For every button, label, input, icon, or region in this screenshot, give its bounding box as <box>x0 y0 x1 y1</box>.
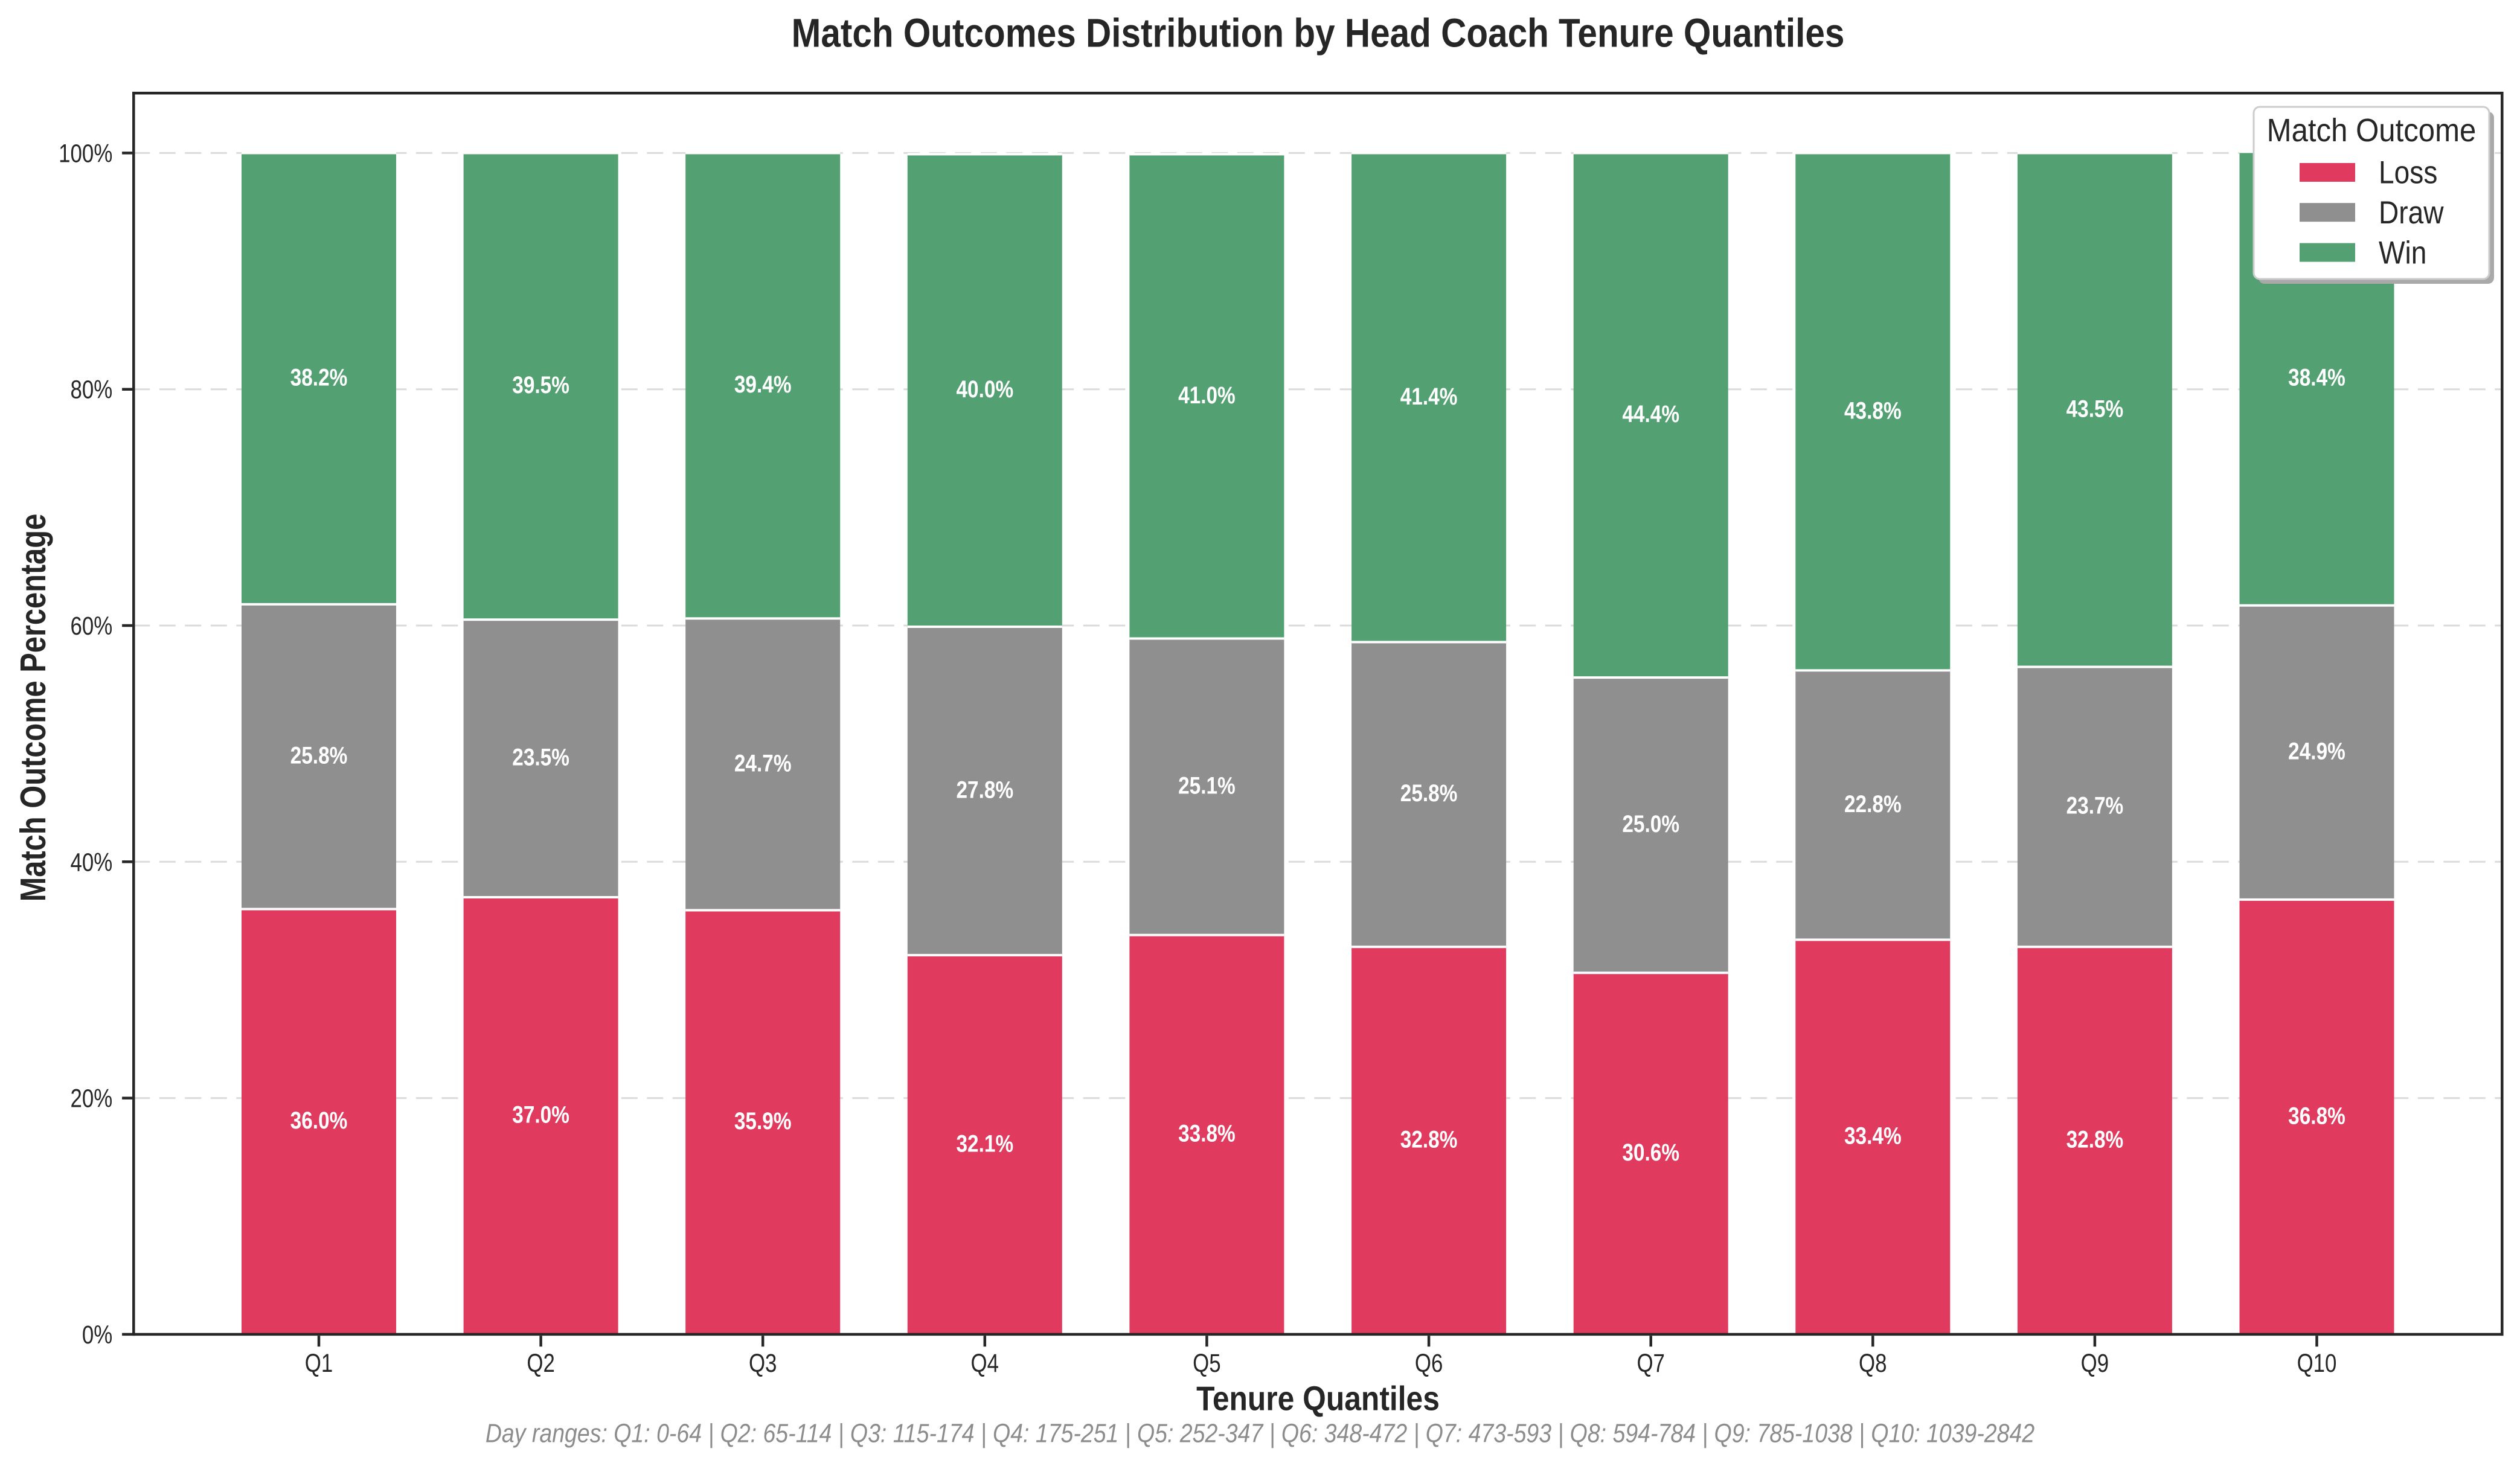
svg-text:24.9%: 24.9% <box>2288 738 2345 765</box>
svg-text:39.4%: 39.4% <box>734 371 792 398</box>
svg-text:Match Outcome Percentage: Match Outcome Percentage <box>14 514 53 901</box>
svg-text:Day ranges: Q1: 0-64 | Q2: 65-: Day ranges: Q1: 0-64 | Q2: 65-114 | Q3: … <box>486 1418 2035 1449</box>
svg-text:23.5%: 23.5% <box>512 744 569 771</box>
svg-text:43.5%: 43.5% <box>2066 395 2124 422</box>
svg-text:Q1: Q1 <box>305 1349 333 1378</box>
svg-text:44.4%: 44.4% <box>1622 400 1679 427</box>
svg-text:25.0%: 25.0% <box>1622 810 1679 837</box>
svg-text:36.8%: 36.8% <box>2288 1102 2345 1129</box>
svg-text:24.7%: 24.7% <box>734 749 792 776</box>
svg-text:80%: 80% <box>71 376 113 405</box>
svg-text:20%: 20% <box>71 1084 113 1113</box>
svg-text:100%: 100% <box>59 139 112 168</box>
svg-text:Q2: Q2 <box>527 1349 554 1378</box>
svg-text:40%: 40% <box>71 848 113 877</box>
svg-text:38.4%: 38.4% <box>2288 364 2345 391</box>
svg-text:25.8%: 25.8% <box>1400 780 1458 807</box>
svg-text:40.0%: 40.0% <box>956 376 1013 403</box>
svg-text:Q10: Q10 <box>2297 1349 2337 1378</box>
svg-text:Match Outcomes Distribution by: Match Outcomes Distribution by Head Coac… <box>792 11 1845 56</box>
svg-text:33.4%: 33.4% <box>1844 1122 1902 1150</box>
svg-text:Q4: Q4 <box>971 1349 999 1378</box>
svg-text:32.1%: 32.1% <box>956 1130 1013 1157</box>
svg-text:Loss: Loss <box>2379 155 2437 191</box>
svg-text:Tenure Quantiles: Tenure Quantiles <box>1196 1380 1440 1418</box>
svg-text:Win: Win <box>2379 234 2426 271</box>
svg-text:Q7: Q7 <box>1637 1349 1664 1378</box>
svg-text:25.1%: 25.1% <box>1178 772 1236 799</box>
svg-text:Q5: Q5 <box>1193 1349 1220 1378</box>
svg-text:Draw: Draw <box>2379 194 2444 231</box>
svg-text:32.8%: 32.8% <box>1400 1126 1458 1153</box>
svg-text:32.8%: 32.8% <box>2066 1126 2124 1153</box>
svg-text:43.8%: 43.8% <box>1844 397 1902 424</box>
svg-text:36.0%: 36.0% <box>290 1107 348 1134</box>
svg-text:0%: 0% <box>82 1321 112 1349</box>
svg-text:Match Outcome: Match Outcome <box>2267 112 2477 149</box>
svg-text:41.4%: 41.4% <box>1400 383 1458 410</box>
svg-text:Q9: Q9 <box>2081 1349 2109 1378</box>
svg-text:60%: 60% <box>71 612 113 641</box>
svg-text:37.0%: 37.0% <box>512 1101 569 1128</box>
svg-text:25.8%: 25.8% <box>290 742 348 769</box>
svg-text:22.8%: 22.8% <box>1844 790 1902 818</box>
svg-text:23.7%: 23.7% <box>2066 792 2124 819</box>
svg-text:38.2%: 38.2% <box>290 364 348 391</box>
svg-text:33.8%: 33.8% <box>1178 1120 1236 1147</box>
svg-text:39.5%: 39.5% <box>512 371 569 399</box>
svg-text:27.8%: 27.8% <box>956 776 1013 803</box>
svg-text:35.9%: 35.9% <box>734 1107 792 1135</box>
svg-text:41.0%: 41.0% <box>1178 382 1236 409</box>
svg-text:30.6%: 30.6% <box>1622 1139 1679 1166</box>
svg-text:Q3: Q3 <box>749 1349 777 1378</box>
svg-text:Q8: Q8 <box>1859 1349 1887 1378</box>
svg-text:Q6: Q6 <box>1415 1349 1443 1378</box>
